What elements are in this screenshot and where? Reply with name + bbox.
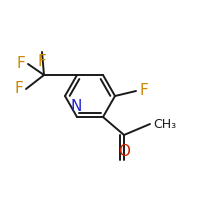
Text: O: O — [118, 144, 130, 159]
Text: F: F — [38, 54, 46, 69]
Text: F: F — [16, 56, 25, 72]
Text: N: N — [70, 99, 82, 114]
Text: F: F — [14, 81, 23, 96]
Text: CH₃: CH₃ — [153, 117, 176, 130]
Text: F: F — [140, 83, 148, 98]
